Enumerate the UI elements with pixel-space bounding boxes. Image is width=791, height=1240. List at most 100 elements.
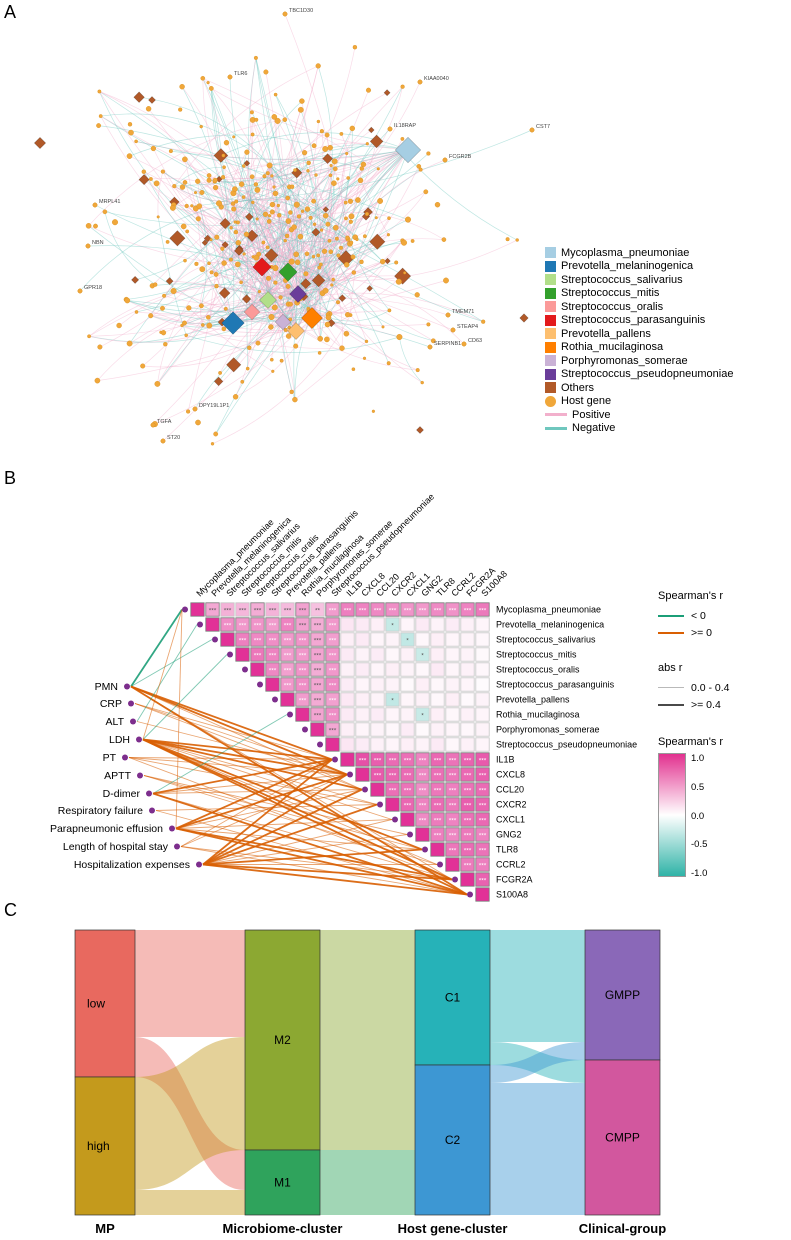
- legend-item: Streptococcus_oralis: [545, 300, 733, 314]
- legend-item-label: Streptococcus_oralis: [561, 300, 664, 313]
- species-color-swatch: [545, 328, 556, 340]
- gene-label: KIAA0040: [424, 76, 449, 82]
- row-label: Streptococcus_parasanguinis: [496, 680, 615, 690]
- svg-text:***: ***: [479, 803, 487, 810]
- legend-item: Host gene: [545, 395, 733, 409]
- svg-text:*: *: [421, 713, 424, 720]
- svg-text:***: ***: [404, 803, 412, 810]
- svg-text:***: ***: [314, 683, 322, 690]
- svg-text:***: ***: [449, 818, 457, 825]
- legend-item: Positive: [545, 408, 733, 422]
- host-gene-node: [150, 422, 156, 428]
- row-label: GNG2: [496, 830, 522, 840]
- svg-text:***: ***: [314, 668, 322, 675]
- row-label: S100A8: [496, 890, 528, 900]
- clinical-variables: PMN CRP ALT LDH PT APTT D-dimer Respiratory fai…: [50, 681, 190, 871]
- row-label: Prevotella_pallens: [496, 695, 570, 705]
- svg-text:***: ***: [299, 653, 307, 660]
- svg-text:***: ***: [299, 638, 307, 645]
- correlation-row-labels: Mycoplasma_pneumoniae Prevotella_melanino…: [496, 605, 637, 900]
- flow-high-to-M2: [135, 1037, 245, 1190]
- other-species-node: [300, 278, 312, 290]
- flow-C2-to-CMPP: [490, 1083, 585, 1215]
- svg-text:***: ***: [479, 788, 487, 795]
- gene-label: TMEM71: [452, 309, 474, 315]
- other-species-node: [311, 273, 326, 288]
- row-label: Streptococcus_mitis: [496, 650, 577, 660]
- panel-c-label: C: [4, 900, 17, 920]
- svg-text:*: *: [421, 653, 424, 660]
- spearman-scale-legend: Spearman's r 1.0 0.5 0.0 -0.5 -1.0: [658, 736, 723, 879]
- host-gene-node: [282, 11, 288, 17]
- svg-text:***: ***: [284, 608, 292, 615]
- host-gene-node: [77, 288, 83, 294]
- species-node-Streptococcus_oralis: [243, 303, 261, 321]
- scale-tick: 1.0: [691, 753, 705, 764]
- abs-r-legend: abs r 0.0 - 0.4 >= 0.4: [658, 662, 730, 713]
- flow-C1-to-GMPP: [490, 930, 585, 1042]
- legend-item-label: Streptococcus_pseudopneumoniae: [561, 368, 734, 381]
- svg-text:***: ***: [329, 728, 337, 735]
- node-CMPP: [584, 1059, 661, 1216]
- other-species-node: [383, 89, 391, 97]
- gene-label: CD63: [468, 338, 482, 344]
- abs-r-legend-title: abs r: [658, 662, 683, 674]
- other-species-node: [131, 275, 140, 284]
- legend-item: >= 0.4: [658, 696, 730, 713]
- svg-text:***: ***: [254, 638, 262, 645]
- legend-item-label: Negative: [572, 422, 616, 435]
- svg-text:***: ***: [269, 623, 277, 630]
- svg-text:***: ***: [419, 758, 427, 765]
- network-edges: [79, 13, 533, 445]
- legend-item-label: Prevotella_pallens: [561, 327, 651, 340]
- node-label-GMPP: GMPP: [605, 988, 640, 1002]
- gene-label: IL18RAP: [394, 123, 416, 129]
- species-node-Rothia_mucilaginosa: [301, 307, 323, 329]
- alluvial-nodes: low high M2 M1 C1 C2 GMPP CMPP: [74, 929, 661, 1216]
- svg-text:***: ***: [449, 848, 457, 855]
- thick-line-swatch: [658, 703, 684, 706]
- svg-text:***: ***: [374, 773, 382, 780]
- clinical-label: LDH: [109, 734, 130, 746]
- legend-item-label: Streptococcus_mitis: [561, 287, 660, 300]
- row-label: TLR8: [496, 845, 518, 855]
- color-scale-ticks: 1.0 0.5 0.0 -0.5 -1.0: [691, 753, 707, 879]
- svg-text:***: ***: [314, 653, 322, 660]
- svg-text:***: ***: [269, 608, 277, 615]
- host-gene-node: [387, 126, 393, 132]
- flow-M2-to-C2: [320, 1065, 415, 1150]
- clinical-label: Parapneumonic effusion: [50, 823, 163, 835]
- host-gene-node: [450, 327, 456, 333]
- svg-text:***: ***: [284, 683, 292, 690]
- svg-text:***: ***: [284, 638, 292, 645]
- svg-text:***: ***: [419, 803, 427, 810]
- node-M1: [244, 1149, 321, 1216]
- svg-text:***: ***: [329, 608, 337, 615]
- species-color-swatch: [545, 247, 556, 259]
- flow-M1-to-C2: [320, 1150, 415, 1215]
- node-label-low: low: [87, 997, 105, 1011]
- svg-text:***: ***: [419, 773, 427, 780]
- svg-text:***: ***: [284, 653, 292, 660]
- legend-item: Porphyromonas_somerae: [545, 354, 733, 368]
- svg-text:***: ***: [224, 623, 232, 630]
- svg-text:***: ***: [464, 803, 472, 810]
- other-species-node: [201, 239, 209, 246]
- species-node-Porphyromonas_somerae: [274, 313, 292, 331]
- svg-text:***: ***: [479, 863, 487, 870]
- svg-text:***: ***: [299, 668, 307, 675]
- svg-text:***: ***: [224, 608, 232, 615]
- species-color-swatch: [545, 355, 556, 367]
- svg-text:***: ***: [269, 668, 277, 675]
- host-gene-node: [227, 74, 233, 80]
- flow-C1-to-CMPP: [490, 1042, 585, 1083]
- svg-text:***: ***: [449, 803, 457, 810]
- svg-text:***: ***: [434, 608, 442, 615]
- node-low: [74, 929, 136, 1078]
- node-C2: [414, 1064, 491, 1216]
- svg-text:***: ***: [434, 758, 442, 765]
- svg-text:***: ***: [479, 608, 487, 615]
- other-species-node: [366, 285, 373, 292]
- svg-text:***: ***: [299, 698, 307, 705]
